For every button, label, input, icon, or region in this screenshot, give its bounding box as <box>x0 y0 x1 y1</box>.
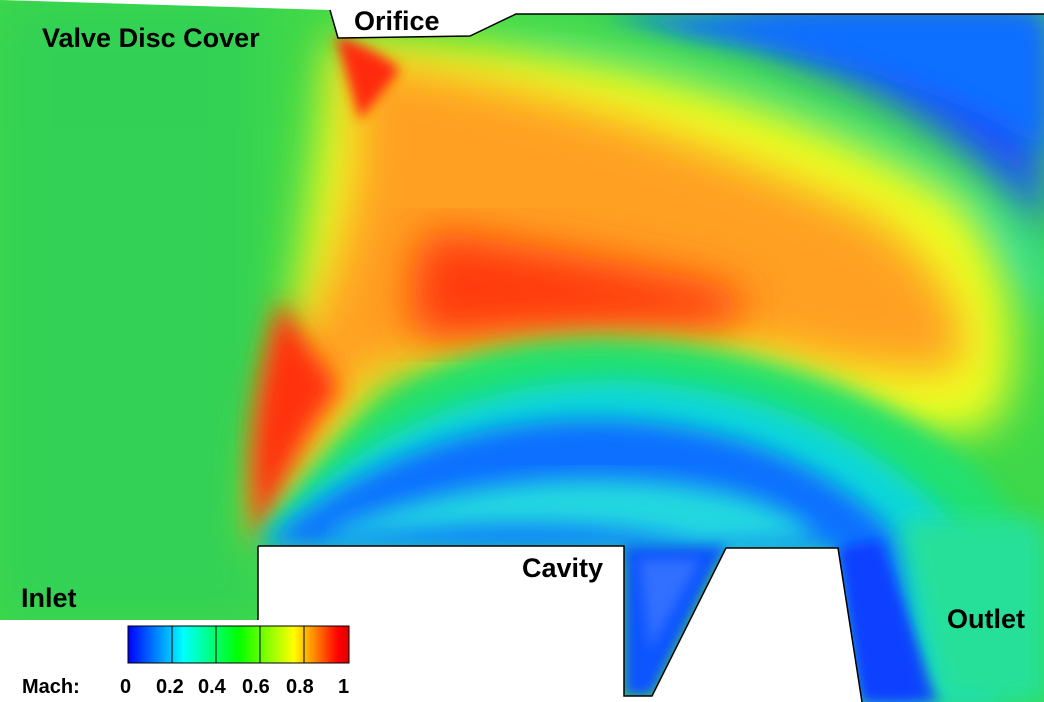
label-valve-disc-cover: Valve Disc Cover <box>42 23 260 53</box>
colorbar-tick-1: 0.2 <box>156 676 184 698</box>
label-inlet: Inlet <box>21 583 77 613</box>
colorbar-dividers <box>171 626 305 663</box>
colorbar: Mach: 0 0.2 0.4 0.6 0.8 1 <box>22 625 350 698</box>
colorbar-tick-2: 0.4 <box>198 676 227 698</box>
colorbar-tick-5: 1 <box>338 676 349 698</box>
colorbar-tick-4: 0.8 <box>286 676 314 698</box>
colorbar-tick-3: 0.6 <box>242 676 270 698</box>
label-outlet: Outlet <box>947 604 1025 634</box>
colorbar-title: Mach: <box>22 676 80 698</box>
label-orifice: Orifice <box>354 6 440 36</box>
label-cavity: Cavity <box>522 553 603 583</box>
colorbar-tick-0: 0 <box>120 676 131 698</box>
colorbar-gradient <box>127 625 350 664</box>
geometry-outline <box>257 9 1044 702</box>
